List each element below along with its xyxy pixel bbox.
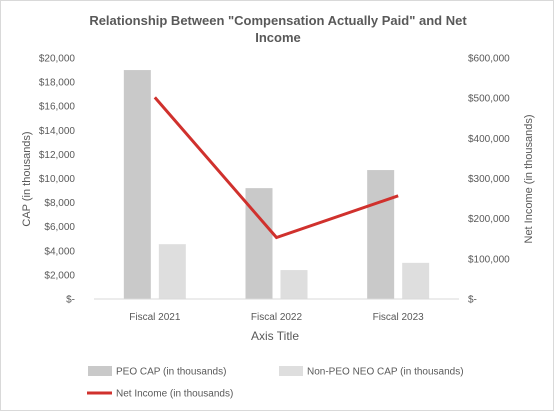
bar-non-peo-cap-0 [158, 244, 186, 299]
chart-title-line-2: Income [255, 30, 301, 45]
bar-peo-cap-0 [123, 70, 151, 299]
y-left-tick-label: $12,000 [39, 150, 76, 161]
x-tick-label: Fiscal 2022 [251, 312, 303, 323]
y-axis-left-label: CAP (in thousands) [21, 131, 33, 226]
bar-non-peo-cap-2 [402, 262, 430, 299]
y-right-tick-label: $500,000 [468, 94, 510, 105]
bar-non-peo-cap-1 [280, 270, 308, 299]
y-axis-right-label: Net Income (in thousands) [523, 114, 535, 243]
y-right-tick-label: $200,000 [468, 214, 510, 225]
y-left-tick-label: $6,000 [44, 222, 75, 233]
y-right-tick-label: $600,000 [468, 54, 510, 65]
y-right-tick-label: $300,000 [468, 174, 510, 185]
x-tick-label: Fiscal 2021 [129, 312, 181, 323]
legend-swatch-non-peo-cap [279, 366, 303, 376]
legend-label-net-income: Net Income (in thousands) [116, 389, 233, 400]
net-income-line [153, 96, 399, 240]
x-axis-title: Axis Title [251, 329, 299, 343]
legend-label-peo-cap: PEO CAP (in thousands) [116, 367, 226, 378]
y-right-tick-label: $400,000 [468, 134, 510, 145]
y-left-tick-label: $- [66, 295, 75, 306]
y-left-tick-label: $16,000 [39, 102, 76, 113]
legend: PEO CAP (in thousands) Non-PEO NEO CAP (… [87, 366, 464, 400]
y-left-tick-label: $14,000 [39, 126, 76, 137]
y-left-tick-label: $8,000 [44, 198, 75, 209]
y-right-tick-label: $- [468, 295, 477, 306]
y-right-tick-label: $100,000 [468, 254, 510, 265]
y-left-tick-label: $2,000 [44, 270, 75, 281]
legend-swatch-peo-cap [88, 366, 112, 376]
legend-label-non-peo-cap: Non-PEO NEO CAP (in thousands) [307, 367, 464, 378]
y-left-tick-label: $10,000 [39, 174, 76, 185]
bar-peo-cap-2 [367, 170, 395, 299]
y-left-tick-label: $20,000 [39, 54, 76, 65]
y-left-tick-label: $4,000 [44, 246, 75, 257]
y-left-tick-label: $18,000 [39, 78, 76, 89]
chart-title-line-1: Relationship Between "Compensation Actua… [89, 13, 467, 28]
x-tick-label: Fiscal 2023 [373, 312, 425, 323]
